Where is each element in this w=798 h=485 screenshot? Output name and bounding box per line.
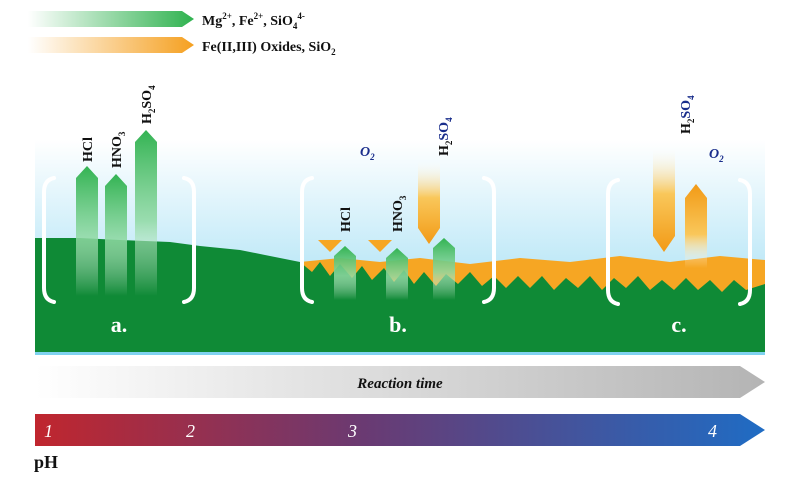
arrow-hcl-a — [76, 166, 98, 296]
legend-oxides-arrow — [28, 37, 194, 53]
drop-funnel-hcl-b — [318, 240, 342, 252]
reaction-time-label: Reaction time — [356, 376, 443, 392]
arrow-h2so4-c-down — [653, 146, 675, 252]
bracket-a — [42, 176, 196, 304]
arrow-oxide-c-up — [685, 184, 707, 268]
reaction-time-arrow — [35, 366, 765, 398]
drop-funnel-hno3-b — [368, 240, 392, 252]
label-hcl-b: HCl — [339, 207, 354, 232]
label-h2so4-c: H2SO4 — [679, 95, 696, 134]
arrow-h2so4-b-down — [418, 160, 440, 244]
bracket-b — [300, 176, 496, 304]
legend-ions-label: Mg2+, Fe2+, SiO44- — [202, 11, 305, 31]
ph-tick-4: 4 — [708, 421, 717, 441]
arrow-h2so4-b-up — [433, 238, 455, 300]
label-hno3-b: HNO3 — [391, 195, 408, 232]
ph-tick-1: 1 — [44, 421, 53, 441]
ph-arrow — [35, 414, 765, 446]
ph-tick-3: 3 — [347, 421, 357, 441]
stage-label-a: a. — [111, 312, 128, 337]
arrow-h2so4-a — [135, 130, 157, 296]
legend-ions-arrow — [28, 11, 194, 27]
ph-label: pH — [34, 452, 58, 472]
label-h2so4-a: H2SO4 — [140, 85, 157, 124]
stage-label-c: c. — [671, 312, 686, 337]
bracket-c — [606, 178, 752, 306]
oxygen-label-c: O2 — [709, 147, 724, 164]
label-h2so4-b: H2SO4 — [437, 117, 454, 156]
legend-oxides-label: Fe(II,III) Oxides, SiO2 — [202, 40, 336, 57]
label-hcl-a: HCl — [81, 137, 96, 162]
ph-tick-2: 2 — [186, 421, 195, 441]
arrow-hno3-a — [105, 174, 127, 296]
oxygen-label-b: O2 — [360, 145, 375, 162]
arrow-hcl-b — [334, 246, 356, 300]
arrow-hno3-b — [386, 248, 408, 300]
stage-label-b: b. — [389, 312, 407, 337]
label-hno3-a: HNO3 — [110, 131, 127, 168]
